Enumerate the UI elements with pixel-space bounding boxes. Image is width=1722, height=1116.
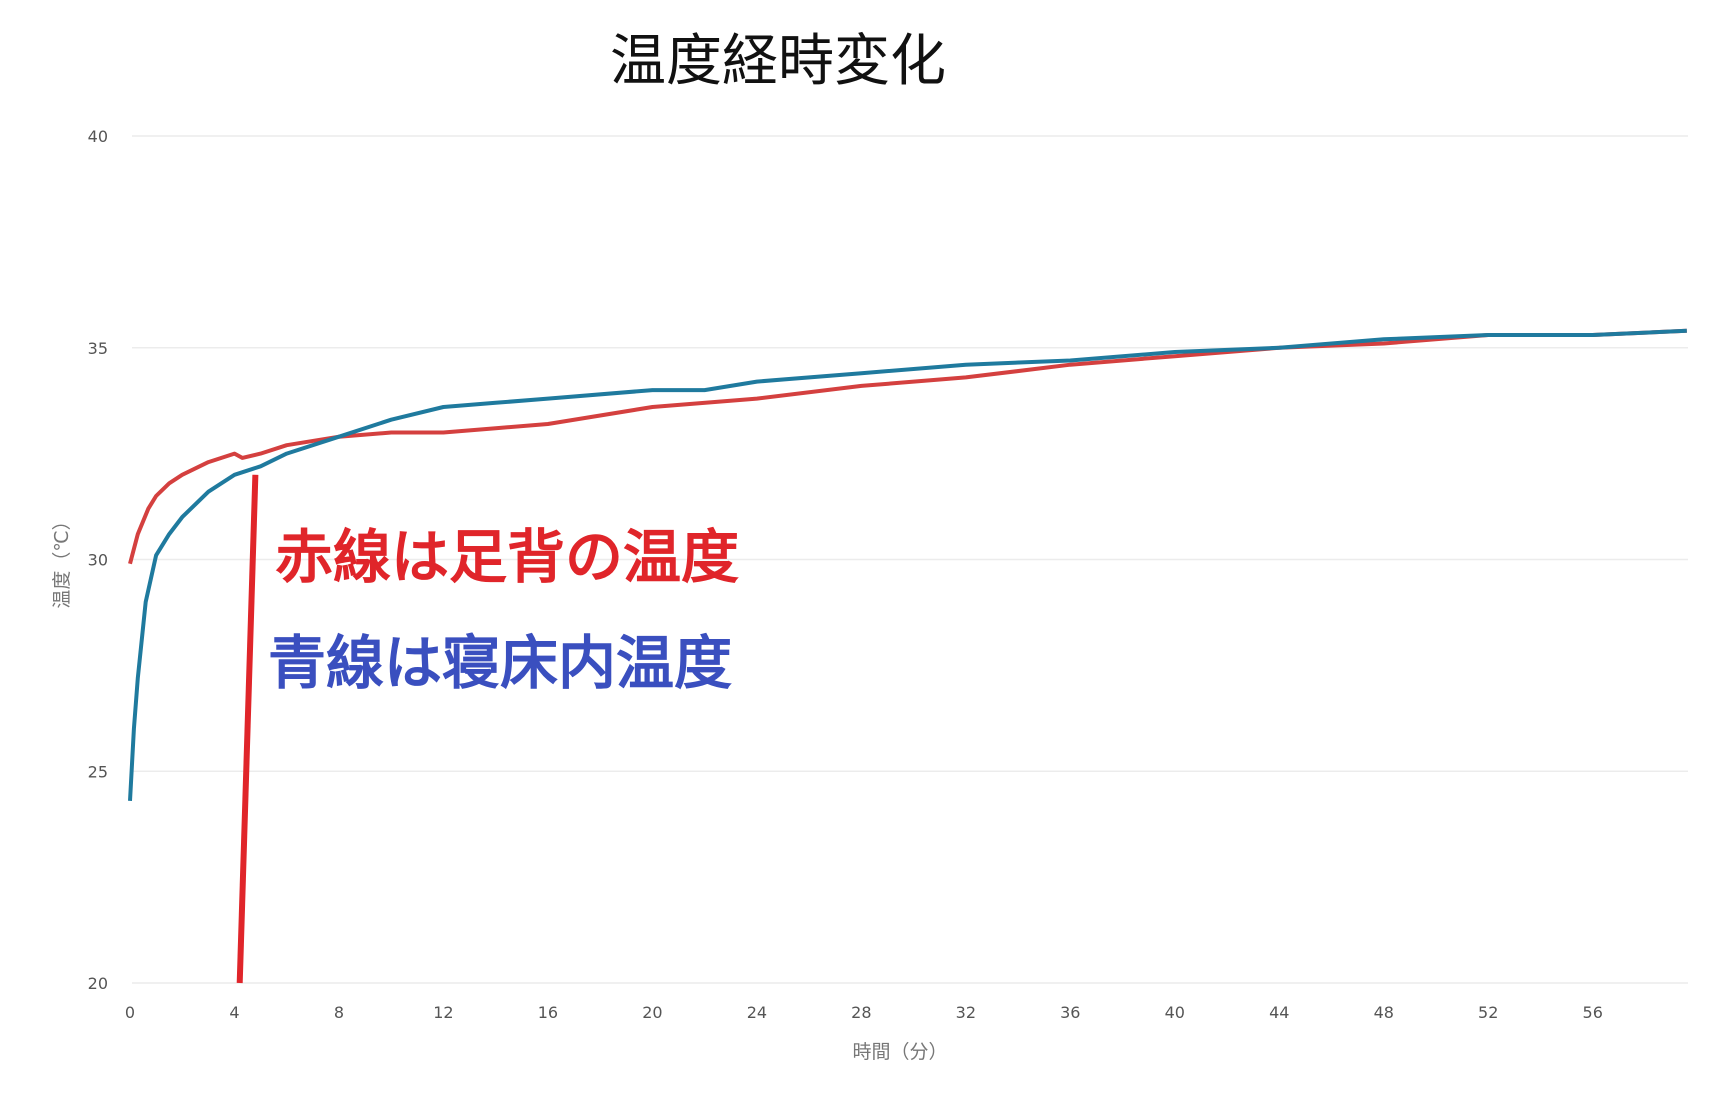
x-tick-label: 24 [747, 1003, 767, 1022]
x-tick-label: 8 [334, 1003, 344, 1022]
x-tick-label: 28 [851, 1003, 871, 1022]
x-tick-label: 48 [1374, 1003, 1394, 1022]
annotation-blue-line: 青線は寝床内温度 [268, 629, 732, 697]
series-line-blue [128, 328, 1687, 802]
annotation-marker-line [236, 474, 259, 984]
x-tick-label: 32 [956, 1003, 976, 1022]
x-tick-label: 52 [1478, 1003, 1498, 1022]
x-tick-label: 40 [1165, 1003, 1185, 1022]
y-axis: 20 25 30 35 40 [88, 127, 108, 993]
y-axis-label: 温度（℃） [51, 511, 73, 608]
x-tick-label: 16 [538, 1003, 558, 1022]
x-tick-label: 20 [642, 1003, 662, 1022]
x-tick-label: 12 [433, 1003, 453, 1022]
x-axis-label: 時間（分） [852, 1041, 947, 1063]
y-tick-label: 35 [88, 339, 108, 358]
y-tick-label: 20 [88, 974, 108, 993]
x-tick-label: 44 [1269, 1003, 1289, 1022]
annotation-red-line: 赤線は足背の温度 [275, 523, 739, 591]
chart-title: 温度経時変化 [610, 29, 946, 94]
x-axis: 0 4 8 12 16 20 24 28 32 36 40 44 48 52 56 [125, 1003, 1603, 1022]
y-tick-label: 25 [88, 762, 108, 781]
y-tick-label: 30 [88, 551, 108, 570]
x-tick-label: 0 [125, 1003, 135, 1022]
x-tick-label: 36 [1060, 1003, 1080, 1022]
y-tick-label: 40 [88, 127, 108, 146]
series-lines [128, 328, 1687, 802]
grid [132, 135, 1688, 984]
x-tick-label: 4 [229, 1003, 239, 1022]
x-tick-label: 56 [1583, 1003, 1603, 1022]
